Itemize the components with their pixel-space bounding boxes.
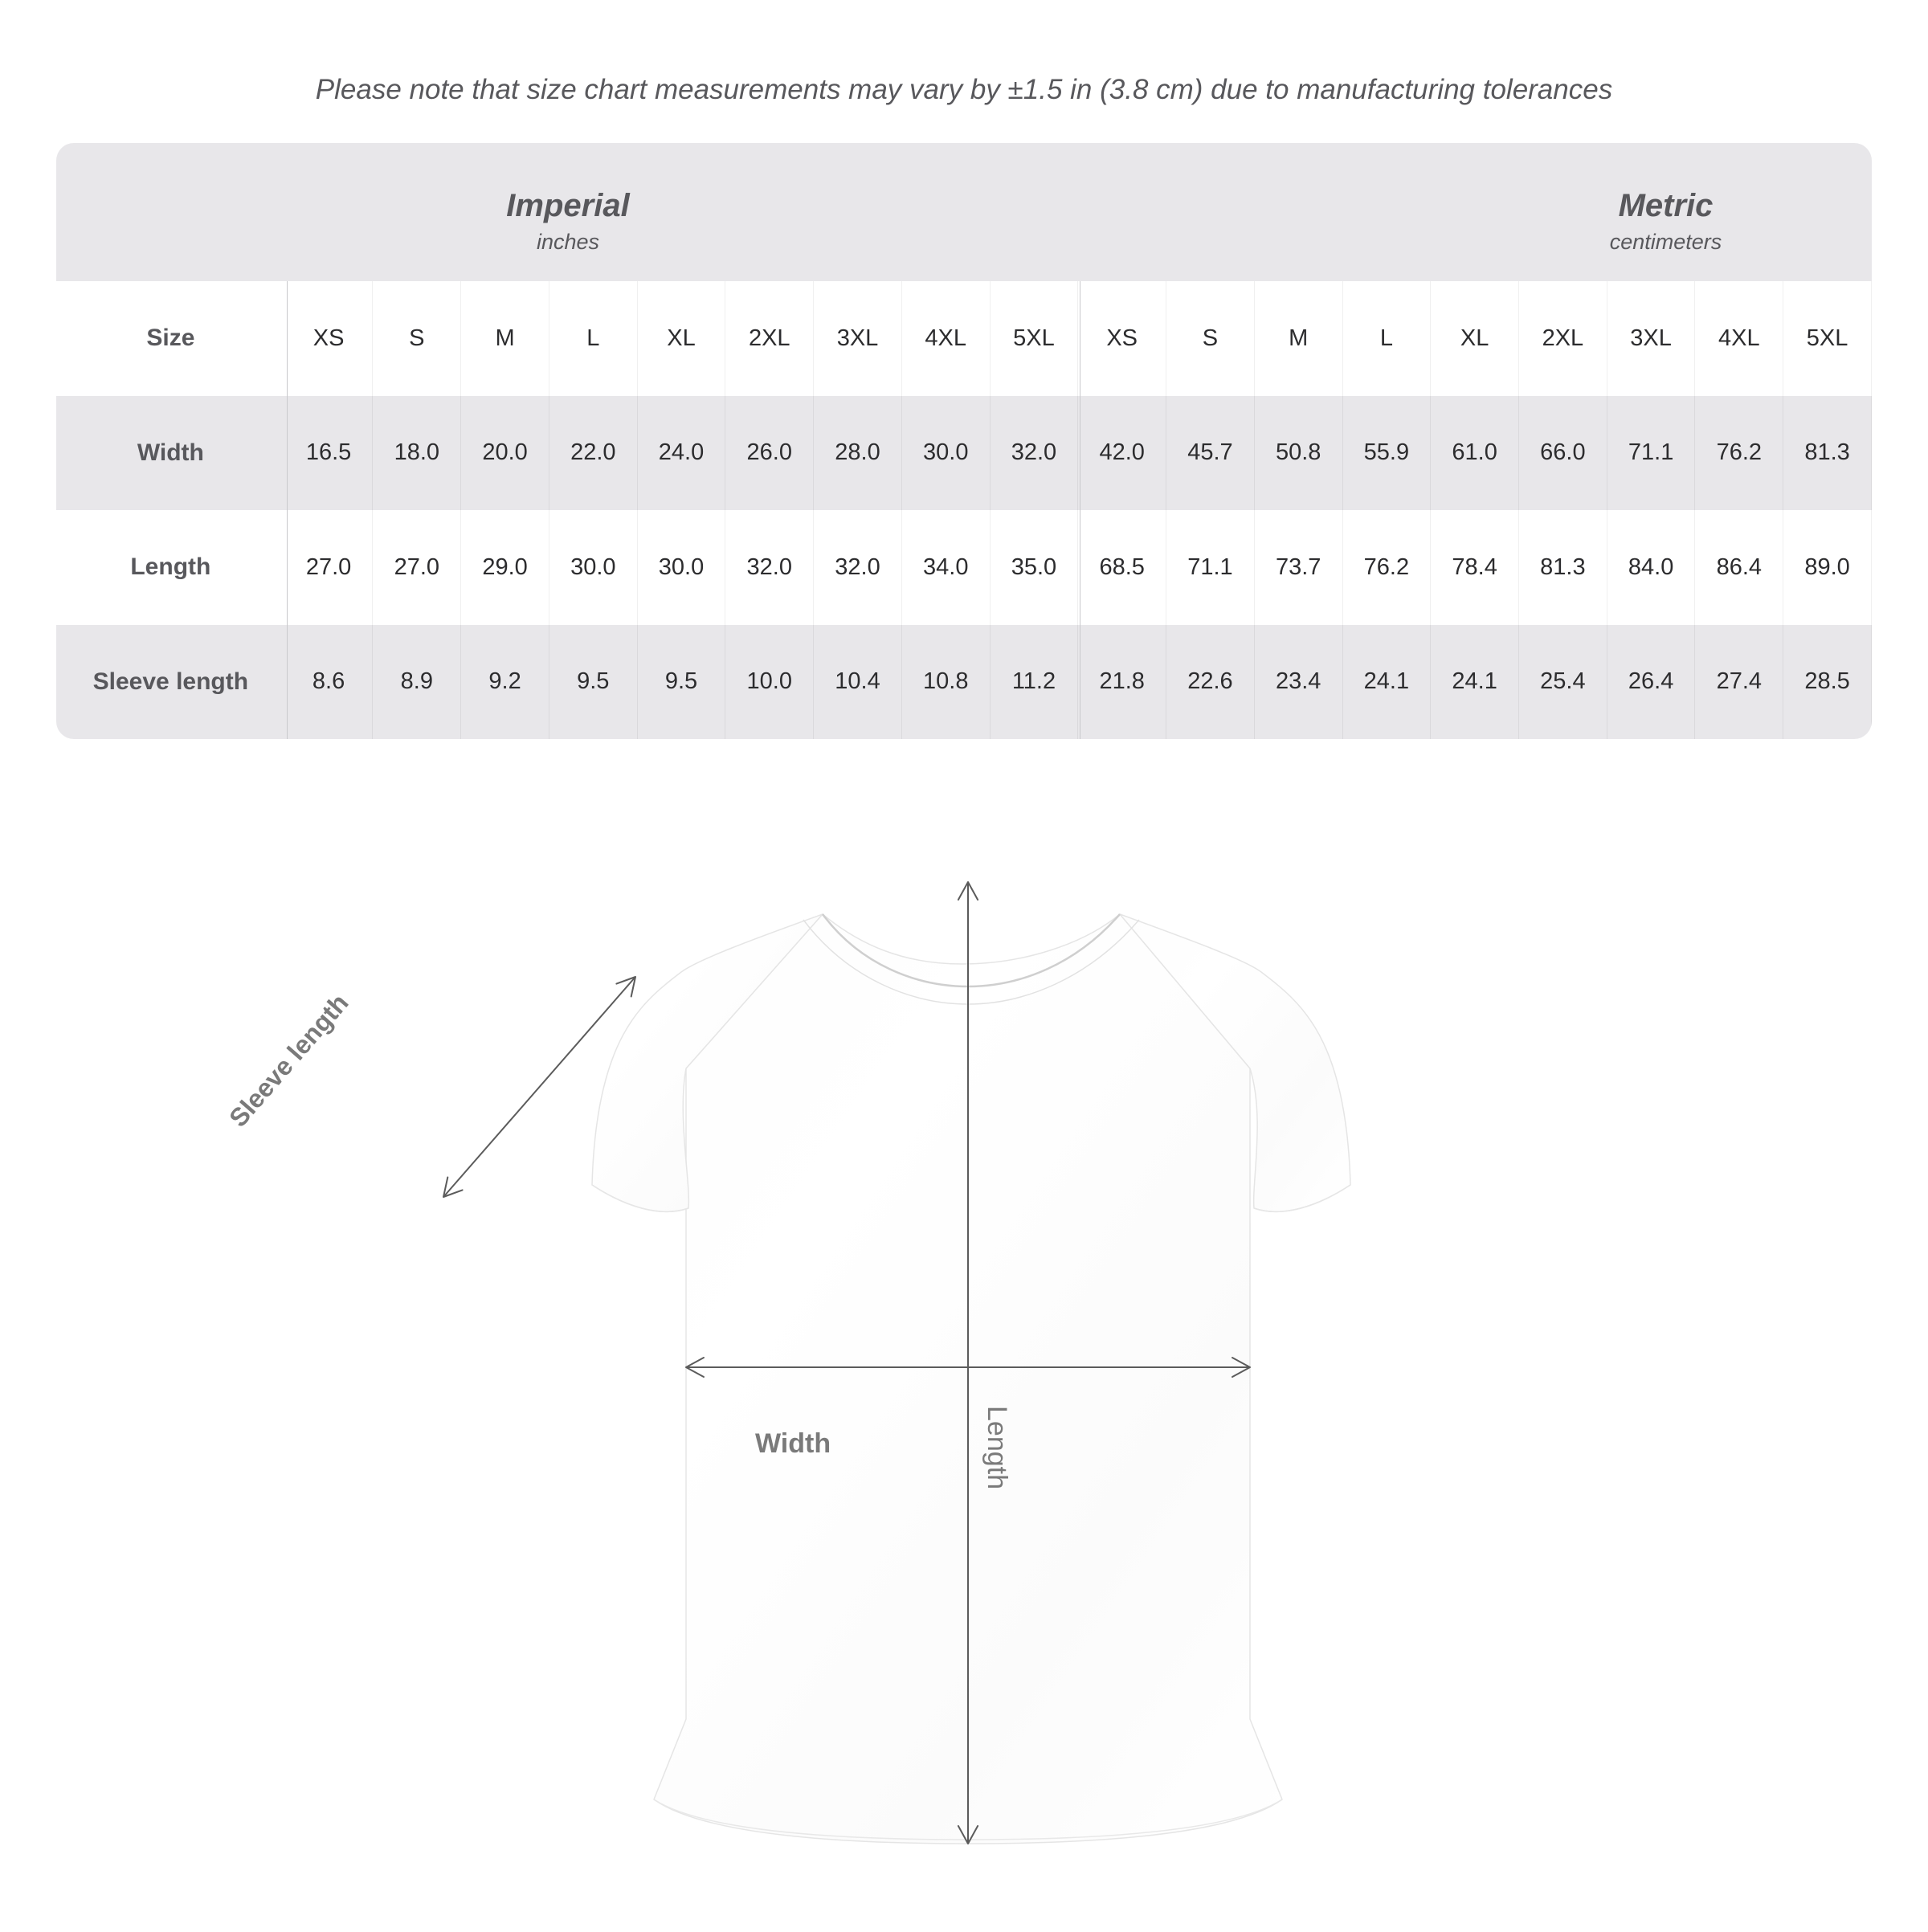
- svg-text:Sleeve length: Sleeve length: [223, 988, 354, 1132]
- svg-text:Length: Length: [982, 1406, 1012, 1489]
- svg-text:Width: Width: [755, 1428, 831, 1459]
